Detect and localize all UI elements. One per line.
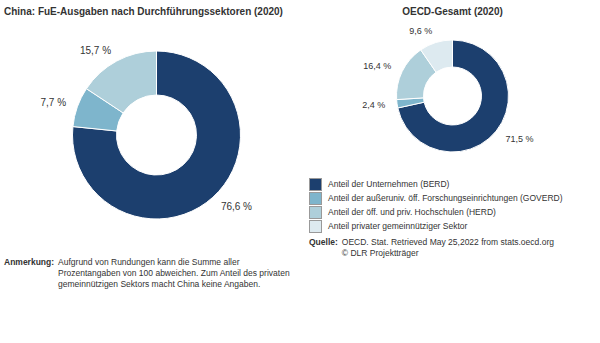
html-text:OECD-Gesamt (2020): OECD-Gesamt (2020) — [402, 6, 503, 17]
html-text:Anmerkung: Aufgrund von Rundun: Anmerkung: Aufgrund von Rundungen kann d… — [4, 257, 290, 289]
svg-text:16,4 %: 16,4 % — [363, 61, 391, 71]
html-text:Anteil privater gemeinnütziger: Anteil privater gemeinnütziger Sektor — [328, 221, 468, 231]
svg-text:71,5 %: 71,5 % — [505, 134, 533, 144]
svg-text:15,7 %: 15,7 % — [80, 45, 111, 56]
html-text:Anteil der außeruniv. öff. For: Anteil der außeruniv. öff. Forschungsein… — [328, 193, 563, 203]
svg-text:2,4 %: 2,4 % — [362, 100, 385, 110]
html-text:Anteil der Unternehmen (BERD): Anteil der Unternehmen (BERD) — [328, 179, 450, 189]
html-text:Anteil der öff. und priv. Hoch: Anteil der öff. und priv. Hochschulen (H… — [328, 207, 496, 217]
svg-text:9,6 %: 9,6 % — [409, 26, 432, 36]
html-text:China: FuE-Ausgaben nach Durch: China: FuE-Ausgaben nach Durchführungsse… — [4, 6, 283, 17]
html-text:Quelle: OECD. Stat. Retrieved: Quelle: OECD. Stat. Retrieved May 25,202… — [309, 237, 554, 258]
svg-text:76,6 %: 76,6 % — [221, 201, 252, 212]
svg-text:7,7 %: 7,7 % — [40, 97, 66, 108]
